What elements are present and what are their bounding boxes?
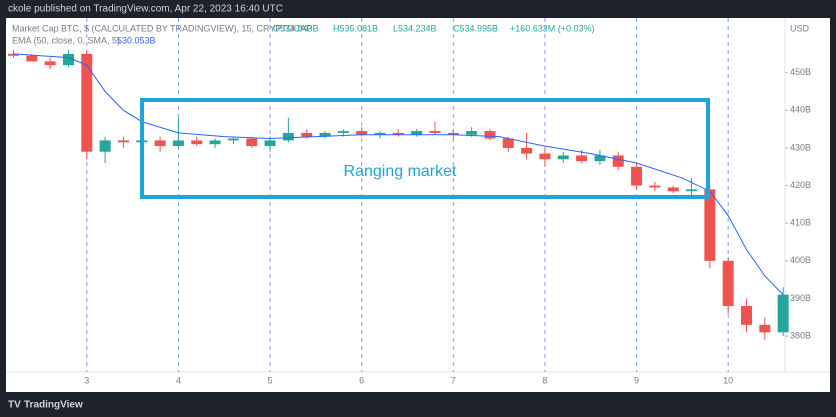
ohlc-legend: H535.081B: [333, 23, 378, 33]
candle-body: [374, 132, 386, 135]
ema-label: EMA (50, close, 0, SMA, 5): [12, 35, 120, 45]
candle-body: [117, 140, 129, 143]
y-tick-label: 390B: [790, 293, 811, 303]
candle-body: [484, 131, 496, 139]
y-tick-label: 410B: [790, 218, 811, 228]
candle-body: [8, 53, 19, 56]
y-tick-label: 430B: [790, 142, 811, 152]
candle-body: [282, 132, 294, 141]
candle-body: [631, 166, 643, 186]
candle-body: [301, 132, 313, 137]
candle-body: [649, 185, 661, 188]
annotation: Ranging market: [344, 163, 458, 180]
candle-body: [99, 140, 111, 152]
candle-body: [264, 140, 276, 147]
x-tick-label: 9: [634, 375, 639, 385]
brand: TradingView: [24, 400, 83, 411]
candle-body: [576, 155, 588, 162]
candle-body: [227, 138, 239, 141]
candle-body: [777, 294, 789, 333]
x-tick-label: 4: [176, 375, 181, 385]
candle-body: [429, 131, 441, 133]
x-tick-label: 10: [723, 375, 733, 385]
candle-body: [246, 138, 258, 147]
candle-body: [466, 131, 478, 135]
brand-logo: TV: [8, 400, 21, 411]
y-tick-label: 450B: [790, 67, 811, 77]
candle-body: [447, 132, 459, 135]
x-tick-label: 7: [451, 375, 456, 385]
ohlc-legend: C534.995B: [453, 23, 498, 33]
candle-body: [704, 189, 716, 261]
candle-body: [759, 324, 771, 333]
candle-body: [62, 53, 74, 66]
candle-body: [337, 131, 349, 133]
candle-body: [356, 131, 368, 135]
candle-body: [172, 140, 184, 147]
candle-body: [319, 132, 331, 137]
publisher: ckole published on TradingView.com, Apr …: [8, 4, 283, 15]
ohlc-legend: L534.234B: [393, 23, 437, 33]
y-tick-label: 420B: [790, 180, 811, 190]
candle-body: [686, 189, 698, 192]
x-tick-label: 3: [84, 375, 89, 385]
candle-body: [594, 155, 606, 162]
ohlc-legend: O534.843B: [273, 23, 319, 33]
candle-body: [209, 140, 221, 145]
range-box: [140, 98, 710, 199]
ema-value: 530.053B: [117, 35, 156, 45]
y-tick-label: 440B: [790, 105, 811, 115]
y-tick-label: 400B: [790, 255, 811, 265]
candle-body: [411, 131, 423, 135]
candle-body: [26, 55, 38, 62]
candle-body: [667, 187, 679, 192]
currency: USD: [790, 23, 810, 33]
candle-body: [557, 155, 569, 160]
candle-body: [392, 132, 404, 135]
x-tick-label: 8: [542, 375, 547, 385]
plot: [8, 18, 789, 372]
candle-body: [741, 306, 753, 325]
candle-body: [44, 61, 56, 66]
ohlc-legend: +160.633M (+0.03%): [510, 23, 595, 33]
candle-body: [722, 260, 734, 307]
y-tick-label: 380B: [790, 331, 811, 341]
x-tick-label: 5: [268, 375, 273, 385]
candle-body: [81, 53, 93, 152]
x-tick-label: 6: [359, 375, 364, 385]
plot-background: [6, 18, 830, 392]
candle-body: [154, 140, 166, 147]
candle-body: [539, 153, 551, 160]
candle-body: [502, 138, 514, 148]
chart-title: Market Cap BTC, $ (CALCULATED BY TRADING…: [12, 23, 312, 33]
candle-body: [521, 147, 533, 154]
candle-body: [612, 155, 624, 167]
candle-body: [191, 140, 203, 145]
ema-line: [13, 53, 784, 296]
